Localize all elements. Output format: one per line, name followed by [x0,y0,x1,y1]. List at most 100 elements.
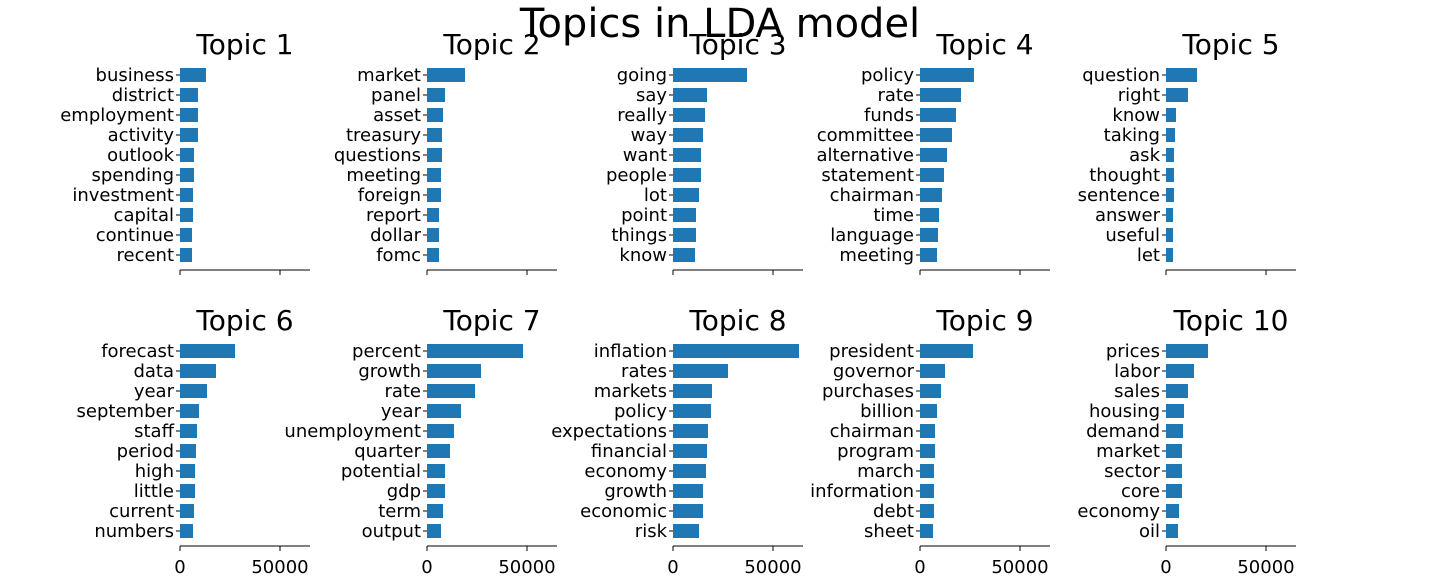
topic-3-bar-things [673,228,696,242]
topic-9-label-purchases: purchases [822,381,914,402]
topic-6-label-forecast: forecast [101,341,174,362]
topic-10-label-economy: economy [1077,501,1160,522]
topic-3-bar-really [673,108,705,122]
topic-4-label-language: language [830,225,914,246]
topic-8-bar-growth [673,484,703,498]
topic-9-label-march: march [857,461,914,482]
topic-3-label-things: things [611,225,667,246]
topic-10-label-sales: sales [1114,381,1160,402]
topic-2-bar-fomc [427,248,439,262]
topic-10-bar-market [1166,444,1182,458]
topic-5-label-taking: taking [1104,125,1160,146]
topic-6-label-little: little [134,481,174,502]
topic-4-label-chairman: chairman [830,185,914,206]
topic-2-bar-meeting [427,168,441,182]
topic-9-bar-governor [920,364,945,378]
topic-6-bar-data [180,364,216,378]
topic-2-bar-dollar [427,228,439,242]
topic-7-label-percent: percent [352,341,421,362]
topic-5-label-ask: ask [1129,145,1160,166]
topic-6-bar-staff [180,424,197,438]
topic-8-label-markets: markets [594,381,667,402]
topic-1-bar-district [180,88,198,102]
topic-2-label-fomc: fomc [376,245,421,266]
topic-3-bar-people [673,168,701,182]
topic-10-bar-sales [1166,384,1188,398]
topic-1-label-activity: activity [108,125,175,146]
topic-6-title: Topic 6 [195,304,293,337]
topic-3-label-really: really [617,105,667,126]
topic-7-label-term: term [378,501,421,522]
topic-7-bar-growth [427,364,481,378]
topic-6-label-staff: staff [134,421,174,442]
topic-10-xtick-label: 0 [1160,557,1171,576]
topic-1-title: Topic 1 [195,28,293,61]
topic-9-bar-billion [920,404,937,418]
topic-9-bar-sheet [920,524,933,538]
topic-5-bar-right [1166,88,1188,102]
topic-5-bar-answer [1166,208,1173,222]
topic-9-bar-chairman [920,424,935,438]
topic-8-bar-risk [673,524,699,538]
topic-3-title: Topic 3 [688,28,786,61]
topic-8-label-policy: policy [614,401,667,422]
topic-4-bar-statement [920,168,944,182]
topic-5-title: Topic 5 [1181,28,1279,61]
topic-6-label-period: period [117,441,174,462]
topic-8-label-financial: financial [591,441,667,462]
topic-6-bar-current [180,504,194,518]
topic-6-bar-forecast [180,344,235,358]
topic-8-bar-economic [673,504,703,518]
topic-9-bar-purchases [920,384,941,398]
topic-5-bar-useful [1166,228,1173,242]
topic-10-title: Topic 10 [1173,304,1289,337]
topic-4-bar-alternative [920,148,947,162]
topic-7-bar-year [427,404,461,418]
topic-5-bar-let [1166,248,1173,262]
topic-3-label-want: want [623,145,667,166]
topic-8-label-economy: economy [584,461,667,482]
topic-10-bar-demand [1166,424,1183,438]
topic-2-bar-report [427,208,439,222]
topic-1-label-capital: capital [114,205,174,226]
topic-2-bar-foreign [427,188,441,202]
topic-10-bar-core [1166,484,1182,498]
topic-3-label-going: going [617,65,667,86]
topic-7-bar-rate [427,384,475,398]
topic-6-label-high: high [135,461,174,482]
topic-10-label-market: market [1096,441,1160,462]
topic-9-label-governor: governor [833,361,915,382]
figure-title: Topics in LDA model [519,1,921,47]
topic-4-bar-language [920,228,938,242]
topic-5-label-sentence: sentence [1078,185,1160,206]
topic-6-xtick-label: 50000 [251,557,308,576]
topic-3-bar-say [673,88,707,102]
topic-8-label-inflation: inflation [594,341,667,362]
topic-9-bar-information [920,484,934,498]
topic-9-bar-debt [920,504,934,518]
topic-6-label-data: data [133,361,174,382]
topic-1-label-employment: employment [60,105,174,126]
topic-8-bar-rates [673,364,728,378]
topic-9-label-program: program [837,441,914,462]
topic-5-bar-taking [1166,128,1175,142]
topic-6-label-september: september [77,401,175,422]
topic-7-xtick-label: 50000 [498,557,555,576]
topic-2-label-foreign: foreign [358,185,421,206]
topic-5-bar-ask [1166,148,1174,162]
topic-3-label-point: point [621,205,667,226]
topic-9-label-debt: debt [873,501,914,522]
topic-6-bar-period [180,444,196,458]
topic-10-xtick-label: 50000 [1237,557,1294,576]
topic-8-title: Topic 8 [688,304,786,337]
topic-3-bar-know [673,248,695,262]
topic-1-label-recent: recent [116,245,174,266]
topic-8-bar-financial [673,444,707,458]
topic-1-label-investment: investment [72,185,174,206]
topic-4-label-alternative: alternative [817,145,914,166]
topic-9-label-information: information [810,481,914,502]
topic-6-bar-september [180,404,199,418]
topic-9-title: Topic 9 [935,304,1033,337]
topic-4-bar-time [920,208,939,222]
